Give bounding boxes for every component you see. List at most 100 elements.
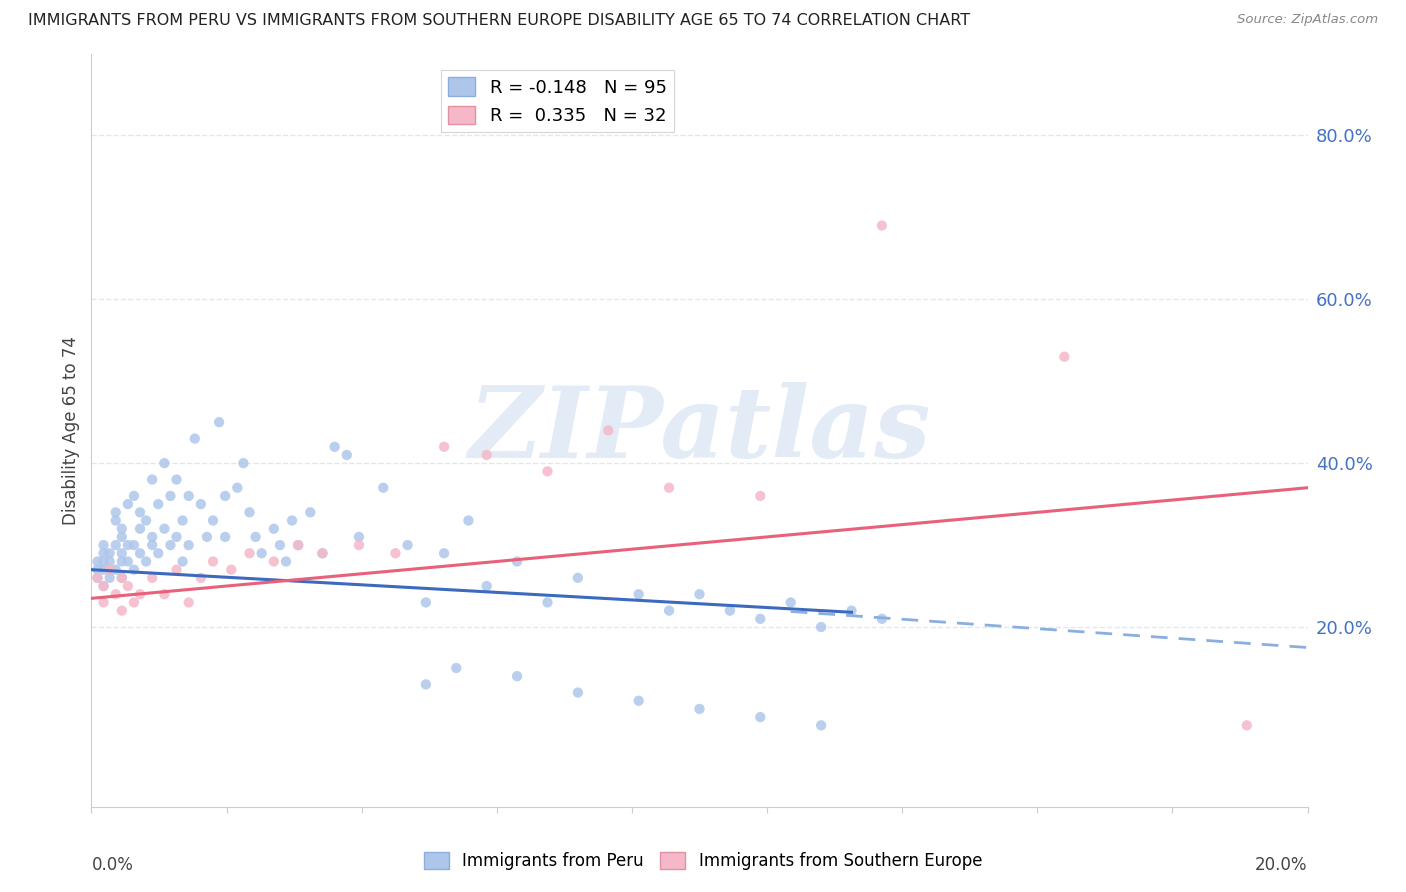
Point [444, 661, 467, 675]
Point [506, 669, 529, 683]
Point [396, 538, 419, 552]
Point [159, 538, 181, 552]
Point [166, 563, 188, 577]
Point [111, 554, 134, 568]
Text: IMMIGRANTS FROM PERU VS IMMIGRANTS FROM SOUTHERN EUROPE DISABILITY AGE 65 TO 74 : IMMIGRANTS FROM PERU VS IMMIGRANTS FROM … [28, 13, 970, 29]
Point [93, 579, 115, 593]
Point [506, 554, 529, 568]
Point [104, 538, 127, 552]
Legend: Immigrants from Peru, Immigrants from Southern Europe: Immigrants from Peru, Immigrants from So… [418, 845, 988, 877]
Point [749, 612, 772, 626]
Point [172, 554, 194, 568]
Point [245, 530, 267, 544]
Point [810, 620, 832, 634]
Point [658, 481, 681, 495]
Point [86, 571, 108, 585]
Text: Source: ZipAtlas.com: Source: ZipAtlas.com [1237, 13, 1378, 27]
Point [122, 489, 145, 503]
Point [111, 604, 134, 618]
Point [86, 563, 108, 577]
Point [86, 571, 108, 585]
Point [688, 702, 710, 716]
Point [141, 530, 163, 544]
Point [141, 538, 163, 552]
Point [86, 554, 108, 568]
Point [214, 530, 236, 544]
Point [93, 579, 115, 593]
Point [166, 530, 188, 544]
Point [779, 595, 801, 609]
Point [658, 604, 681, 618]
Point [238, 505, 260, 519]
Point [263, 522, 285, 536]
Point [104, 587, 127, 601]
Point [688, 587, 710, 601]
Point [98, 563, 121, 577]
Point [299, 505, 322, 519]
Point [347, 538, 370, 552]
Point [153, 456, 176, 470]
Point [226, 481, 249, 495]
Point [384, 546, 406, 560]
Point [457, 514, 479, 528]
Point [111, 530, 134, 544]
Point [415, 677, 437, 691]
Point [184, 432, 207, 446]
Point [98, 546, 121, 560]
Point [141, 473, 163, 487]
Point [433, 546, 456, 560]
Point [269, 538, 291, 552]
Point [98, 554, 121, 568]
Point [122, 595, 145, 609]
Point [567, 571, 589, 585]
Point [250, 546, 273, 560]
Point [117, 497, 139, 511]
Point [129, 546, 152, 560]
Point [177, 538, 200, 552]
Point [627, 587, 650, 601]
Point [122, 563, 145, 577]
Point [415, 595, 437, 609]
Point [104, 505, 127, 519]
Point [219, 563, 242, 577]
Point [93, 563, 115, 577]
Point [214, 489, 236, 503]
Point [274, 554, 297, 568]
Point [1053, 350, 1076, 364]
Point [148, 546, 170, 560]
Point [323, 440, 346, 454]
Point [129, 505, 152, 519]
Point [475, 448, 498, 462]
Point [153, 587, 176, 601]
Point [111, 571, 134, 585]
Point [93, 595, 115, 609]
Point [148, 497, 170, 511]
Point [810, 718, 832, 732]
Point [93, 538, 115, 552]
Legend: R = -0.148   N = 95, R =  0.335   N = 32: R = -0.148 N = 95, R = 0.335 N = 32 [441, 70, 673, 132]
Point [172, 514, 194, 528]
Point [117, 554, 139, 568]
Point [190, 497, 212, 511]
Point [153, 522, 176, 536]
Point [841, 604, 863, 618]
Point [117, 579, 139, 593]
Point [536, 464, 558, 478]
Text: ZIPatlas: ZIPatlas [468, 382, 931, 479]
Point [135, 514, 157, 528]
Point [104, 514, 127, 528]
Y-axis label: Disability Age 65 to 74: Disability Age 65 to 74 [62, 336, 80, 524]
Point [166, 473, 188, 487]
Text: 20.0%: 20.0% [1256, 856, 1308, 874]
Point [232, 456, 254, 470]
Text: 0.0%: 0.0% [91, 856, 134, 874]
Point [287, 538, 309, 552]
Point [135, 554, 157, 568]
Point [373, 481, 395, 495]
Point [177, 595, 200, 609]
Point [336, 448, 359, 462]
Point [311, 546, 333, 560]
Point [141, 571, 163, 585]
Point [117, 538, 139, 552]
Point [98, 571, 121, 585]
